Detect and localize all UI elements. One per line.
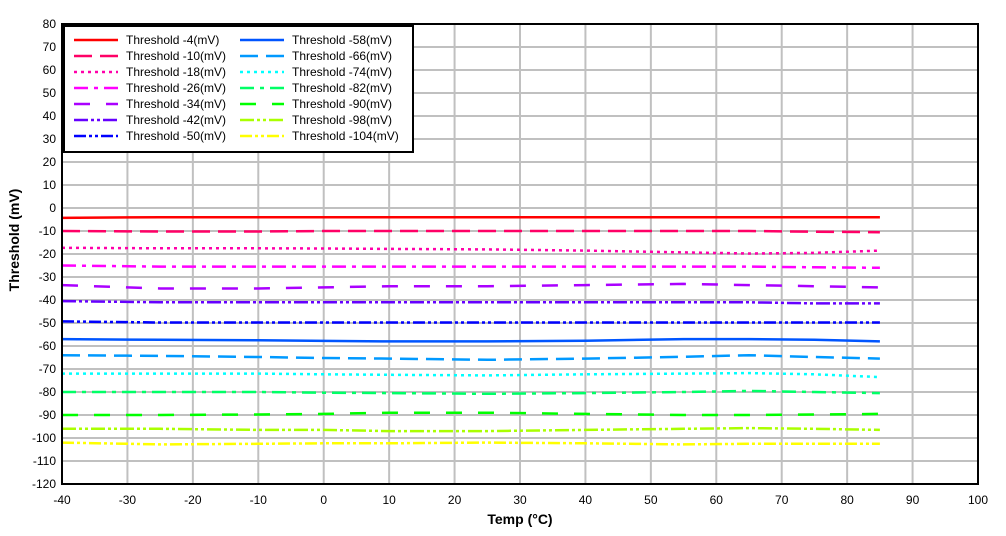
y-tick-label: 20 bbox=[43, 155, 57, 169]
series-line bbox=[61, 337, 880, 343]
x-tick-label: -30 bbox=[119, 493, 137, 507]
x-tick-label: 0 bbox=[320, 493, 327, 507]
y-tick-label: -110 bbox=[33, 454, 56, 468]
x-tick-label: 20 bbox=[448, 493, 462, 507]
x-tick-label: 50 bbox=[644, 493, 658, 507]
y-tick-label: -30 bbox=[39, 270, 57, 284]
data-series bbox=[61, 215, 880, 446]
y-tick-label: -40 bbox=[39, 293, 57, 307]
y-tick-label: -90 bbox=[39, 408, 57, 422]
series-line bbox=[61, 246, 880, 255]
series-line bbox=[61, 299, 880, 305]
legend-label: Threshold -26(mV) bbox=[126, 81, 226, 95]
x-tick-label: -20 bbox=[184, 493, 202, 507]
series-line bbox=[62, 426, 880, 433]
legend-label: Threshold -82(mV) bbox=[292, 81, 392, 95]
x-tick-label: -10 bbox=[250, 493, 268, 507]
legend: Threshold -4(mV) Threshold -10(mV) Thresho… bbox=[63, 25, 414, 153]
legend-label: Threshold -50(mV) bbox=[126, 129, 226, 143]
x-tick-label: 70 bbox=[775, 493, 789, 507]
plot-frame bbox=[61, 23, 979, 485]
series-line bbox=[61, 353, 880, 362]
y-tick-label: -70 bbox=[39, 362, 57, 376]
y-tick-label: -10 bbox=[39, 224, 57, 238]
y-tick-label: 60 bbox=[43, 63, 57, 77]
legend-label: Threshold -98(mV) bbox=[292, 113, 392, 127]
legend-label: Threshold -66(mV) bbox=[292, 49, 392, 63]
y-tick-label: 10 bbox=[43, 178, 57, 192]
legend-box bbox=[63, 25, 414, 153]
y-tick-label: -120 bbox=[32, 477, 56, 491]
y-tick-label: -50 bbox=[39, 316, 57, 330]
series-line bbox=[62, 411, 880, 417]
y-tick-label: 80 bbox=[43, 17, 57, 31]
legend-label: Threshold -58(mV) bbox=[292, 33, 392, 47]
x-tick-label: 100 bbox=[968, 493, 988, 507]
y-tick-label: 30 bbox=[43, 132, 57, 146]
x-tick-label: 90 bbox=[906, 493, 920, 507]
legend-label: Threshold -42(mV) bbox=[126, 113, 226, 127]
y-tick-label: -60 bbox=[39, 339, 57, 353]
x-tick-label: 40 bbox=[579, 493, 593, 507]
legend-label: Threshold -90(mV) bbox=[292, 97, 392, 111]
y-tick-label: -80 bbox=[39, 385, 57, 399]
y-tick-label: -20 bbox=[39, 247, 57, 261]
y-tick-label: -100 bbox=[32, 431, 56, 445]
legend-label: Threshold -34(mV) bbox=[126, 97, 226, 111]
x-axis-ticks: -40 -30 -20 -10 0 10 20 30 40 50 60 70 80 90 100 bbox=[53, 493, 988, 507]
legend-label: Threshold -74(mV) bbox=[292, 65, 392, 79]
x-tick-label: 30 bbox=[513, 493, 527, 507]
series-line bbox=[61, 282, 880, 290]
y-axis-title: Threshold (mV) bbox=[6, 189, 22, 292]
legend-label: Threshold -104(mV) bbox=[292, 129, 399, 143]
series-line bbox=[61, 320, 880, 324]
series-line bbox=[62, 371, 880, 379]
x-tick-label: 80 bbox=[840, 493, 854, 507]
series-line bbox=[62, 389, 880, 396]
x-tick-label: 10 bbox=[382, 493, 396, 507]
legend-label: Threshold -18(mV) bbox=[126, 65, 226, 79]
legend-label: Threshold -4(mV) bbox=[126, 33, 219, 47]
y-tick-label: 0 bbox=[49, 201, 56, 215]
legend-label: Threshold -10(mV) bbox=[126, 49, 226, 63]
series-line bbox=[61, 229, 880, 234]
x-tick-label: -40 bbox=[53, 493, 71, 507]
y-tick-label: 50 bbox=[43, 86, 57, 100]
series-line bbox=[61, 441, 880, 446]
series-line bbox=[61, 264, 880, 270]
x-tick-label: 60 bbox=[710, 493, 724, 507]
x-axis-title: Temp (°C) bbox=[487, 511, 552, 527]
y-axis-ticks: 80 70 60 50 40 30 20 10 0 -10 -20 -30 -40 -50 -60 -70 -8… bbox=[32, 17, 56, 491]
y-tick-label: 40 bbox=[43, 109, 57, 123]
series-line bbox=[61, 215, 880, 220]
y-tick-label: 70 bbox=[43, 40, 57, 54]
